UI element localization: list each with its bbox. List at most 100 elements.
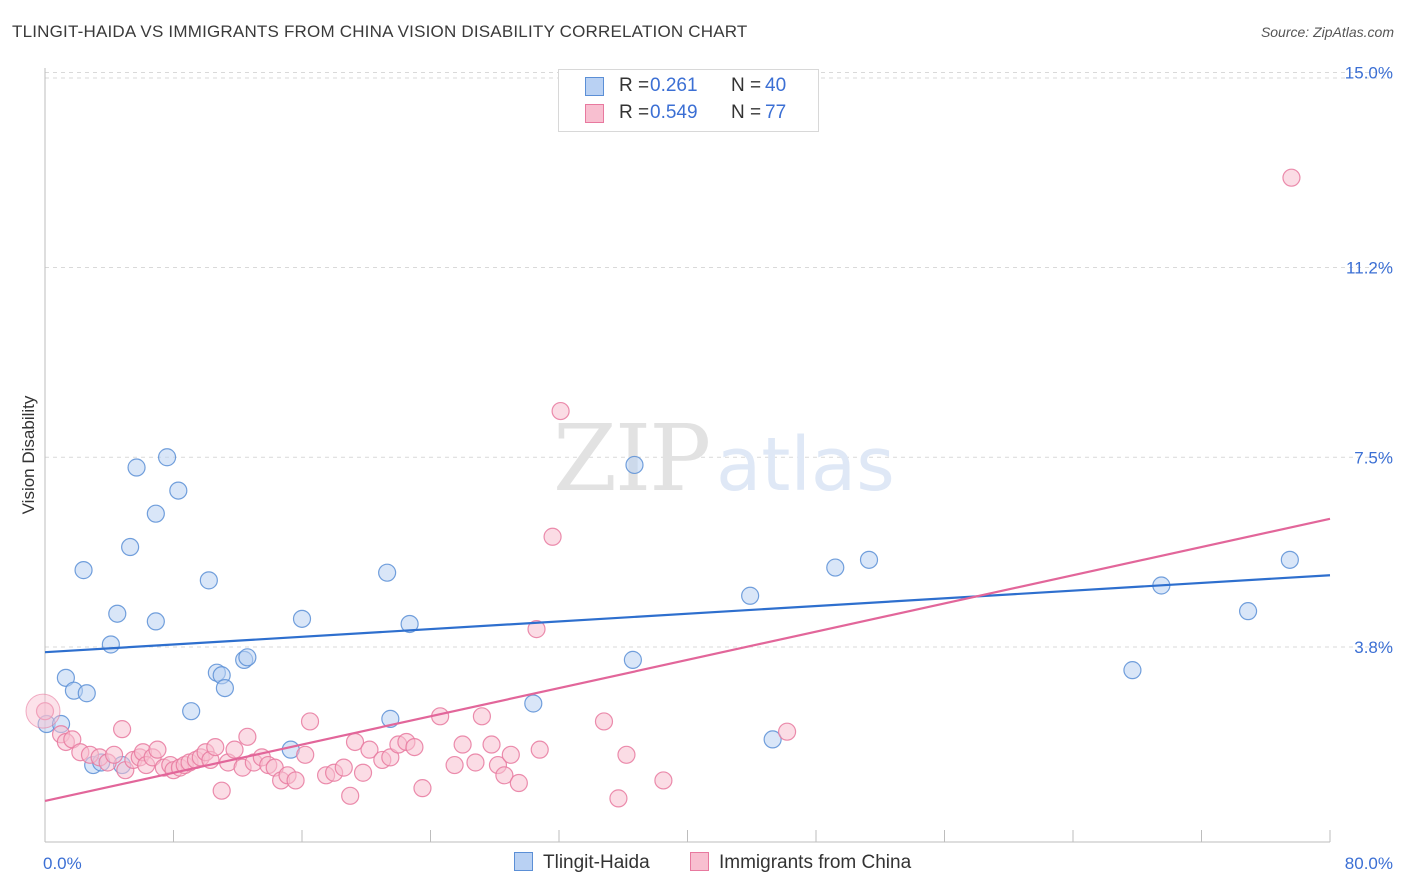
data-point-tlingit-haida — [146, 612, 165, 631]
data-point-tlingit-haida — [199, 571, 218, 590]
data-point-immigrants-from-china — [405, 737, 424, 757]
data-point-tlingit-haida — [1238, 602, 1258, 621]
data-point-tlingit-haida — [169, 481, 188, 500]
grid-lines — [45, 72, 1392, 648]
data-point-immigrants-from-china — [104, 745, 124, 764]
data-point-immigrants-from-china — [495, 766, 514, 785]
trend-line-tlingit-haida — [44, 574, 1331, 654]
legend-n-label: N = — [731, 102, 762, 123]
data-point-immigrants-from-china — [334, 758, 353, 777]
data-point-immigrants-from-china — [777, 722, 797, 741]
data-point-immigrants-from-china — [341, 786, 360, 805]
data-point-tlingit-haida — [400, 614, 419, 634]
data-point-tlingit-haida — [623, 650, 642, 669]
legend-n-label: N = — [731, 75, 762, 96]
y-tick-label: 7.5% — [1354, 448, 1393, 467]
data-point-immigrants-from-china — [501, 745, 520, 764]
data-point-tlingit-haida — [108, 604, 127, 623]
legend-n-value: 40 — [765, 75, 787, 96]
data-point-immigrants-from-china — [35, 702, 55, 721]
correlation-legend: R = 0.261 N = 40 R = 0.549 N = 77 — [558, 69, 819, 132]
legend-n-value: 77 — [765, 102, 787, 123]
data-point-tlingit-haida — [238, 648, 257, 667]
data-point-immigrants-from-china — [286, 771, 305, 790]
data-point-immigrants-from-china — [296, 745, 315, 764]
data-point-immigrants-from-china — [594, 712, 614, 731]
data-point-tlingit-haida — [1280, 550, 1299, 569]
data-point-immigrants-from-china — [25, 693, 61, 729]
watermark-atlas: atlas — [716, 422, 895, 508]
legend-r-label: R = — [619, 75, 650, 96]
data-point-tlingit-haida — [524, 694, 543, 713]
axis-labels: 3.8% 7.5% 11.2% 15.0% 0.0% 80.0% Vision Disabi… — [19, 64, 1393, 874]
data-point-immigrants-from-china — [482, 735, 501, 754]
data-point-immigrants-from-china — [112, 720, 132, 739]
legend-r-value: 0.261 — [650, 75, 698, 96]
y-tick-label: 15.0% — [1345, 64, 1393, 83]
series-legend-label: Immigrants from China — [719, 852, 912, 873]
data-point-immigrants-from-china — [466, 753, 485, 772]
data-point-tlingit-haida — [763, 730, 782, 749]
legend-r-value: 0.549 — [650, 102, 698, 123]
data-point-immigrants-from-china — [453, 735, 472, 754]
data-point-immigrants-from-china — [543, 527, 562, 546]
data-point-immigrants-from-china — [530, 740, 549, 759]
data-point-tlingit-haida — [741, 586, 760, 605]
data-point-tlingit-haida — [56, 668, 75, 687]
data-point-immigrants-from-china — [212, 781, 231, 800]
data-point-immigrants-from-china — [300, 712, 320, 731]
data-point-tlingit-haida — [127, 458, 146, 477]
data-point-tlingit-haida — [157, 448, 177, 467]
series-legend-label: Tlingit-Haida — [543, 852, 650, 873]
data-point-tlingit-haida — [859, 550, 879, 569]
data-point-tlingit-haida — [826, 558, 845, 577]
series-swatch-blue — [514, 852, 533, 871]
legend-swatch-blue — [585, 77, 604, 96]
y-axis-title: Vision Disability — [19, 395, 38, 514]
data-point-immigrants-from-china — [225, 740, 244, 759]
series-legend: Tlingit-Haida Immigrants from China — [0, 852, 1406, 876]
data-point-tlingit-haida — [101, 635, 120, 654]
data-point-immigrants-from-china — [360, 740, 379, 759]
source-label: Source: ZipAtlas.com — [1260, 24, 1394, 40]
data-point-immigrants-from-china — [617, 745, 636, 764]
data-point-immigrants-from-china — [509, 773, 528, 793]
data-point-immigrants-from-china — [148, 740, 167, 759]
data-point-tlingit-haida — [625, 455, 644, 475]
y-tick-label: 11.2% — [1346, 258, 1393, 277]
x-tick-label: 0.0% — [43, 854, 82, 873]
series-legend-item-tlingit-haida: Tlingit-Haida — [514, 852, 650, 876]
data-point-immigrants-from-china — [609, 789, 628, 808]
data-point-tlingit-haida — [182, 702, 201, 721]
data-point-immigrants-from-china — [1282, 168, 1301, 187]
data-point-immigrants-from-china — [63, 730, 82, 749]
data-point-tlingit-haida — [146, 504, 165, 523]
data-point-immigrants-from-china — [472, 707, 491, 726]
data-points — [25, 168, 1301, 808]
data-point-tlingit-haida — [215, 678, 234, 698]
data-point-immigrants-from-china — [238, 727, 257, 746]
chart-title: TLINGIT-HAIDA VS IMMIGRANTS FROM CHINA V… — [12, 22, 748, 41]
data-point-immigrants-from-china — [527, 620, 546, 639]
y-tick-label: 3.8% — [1354, 638, 1393, 657]
data-point-tlingit-haida — [121, 537, 140, 557]
trend-lines — [44, 517, 1331, 803]
data-point-immigrants-from-china — [445, 755, 464, 775]
data-point-tlingit-haida — [292, 609, 312, 628]
data-point-immigrants-from-china — [353, 763, 373, 782]
data-point-tlingit-haida — [74, 561, 93, 580]
data-point-tlingit-haida — [378, 563, 397, 582]
x-tick-label: 80.0% — [1345, 854, 1393, 873]
series-swatch-pink — [690, 852, 709, 871]
trend-line-immigrants-from-china — [44, 517, 1331, 803]
data-point-tlingit-haida — [77, 684, 96, 703]
watermark: ZIP atlas — [553, 405, 895, 512]
legend-r-label: R = — [619, 102, 650, 123]
data-point-immigrants-from-china — [413, 779, 432, 798]
data-point-immigrants-from-china — [551, 401, 570, 421]
data-point-immigrants-from-china — [381, 748, 400, 767]
series-legend-item-immigrants-from-china: Immigrants from China — [690, 852, 911, 876]
data-point-immigrants-from-china — [654, 771, 673, 790]
legend-swatch-pink — [585, 104, 604, 123]
